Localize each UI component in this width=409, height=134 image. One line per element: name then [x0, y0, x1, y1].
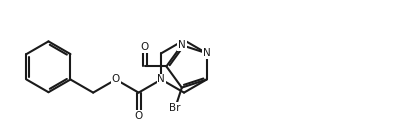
Text: N: N: [157, 75, 165, 85]
Text: O: O: [140, 42, 148, 52]
Text: Br: Br: [169, 103, 180, 113]
Text: O: O: [134, 111, 142, 121]
Text: N: N: [178, 40, 185, 50]
Text: N: N: [202, 48, 210, 58]
Text: O: O: [112, 75, 120, 85]
